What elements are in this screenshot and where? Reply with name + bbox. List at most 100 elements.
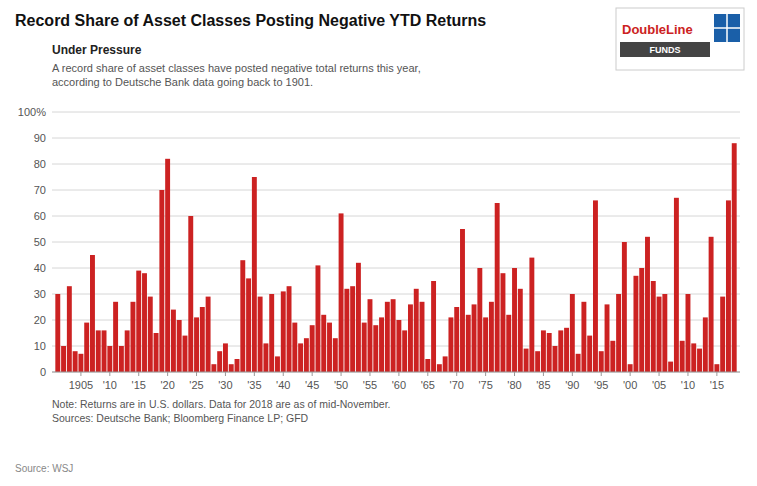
x-tick bbox=[398, 372, 399, 376]
bar bbox=[599, 351, 604, 372]
bar bbox=[200, 307, 205, 372]
bar bbox=[477, 268, 482, 372]
bar bbox=[414, 289, 419, 372]
bar bbox=[431, 281, 436, 372]
grid bbox=[52, 112, 740, 372]
x-tick bbox=[225, 372, 226, 376]
x-tick bbox=[283, 372, 284, 376]
bar bbox=[252, 177, 257, 372]
bar bbox=[680, 341, 685, 372]
bar bbox=[558, 330, 563, 372]
x-tick bbox=[543, 372, 544, 376]
x-tick-label: '35 bbox=[247, 379, 261, 391]
bar bbox=[657, 297, 662, 372]
bar bbox=[541, 330, 546, 372]
x-tick bbox=[601, 372, 602, 376]
bar bbox=[396, 320, 401, 372]
logo-subtext: FUNDS bbox=[650, 45, 681, 55]
bar bbox=[454, 307, 459, 372]
grid-line bbox=[52, 242, 740, 243]
logo-box bbox=[616, 8, 744, 70]
bar bbox=[547, 333, 552, 372]
bar bbox=[553, 346, 558, 372]
bar bbox=[633, 276, 638, 372]
bar bbox=[518, 289, 523, 372]
x-tick bbox=[109, 372, 110, 376]
bar bbox=[281, 291, 286, 372]
y-tick-label: 50 bbox=[34, 236, 46, 248]
bar bbox=[391, 299, 396, 372]
x-tick-label: '15 bbox=[710, 379, 724, 391]
x-tick bbox=[716, 372, 717, 376]
x-tick-label: '60 bbox=[392, 379, 406, 391]
bar bbox=[154, 333, 159, 372]
logo-bar bbox=[620, 42, 710, 57]
bar bbox=[107, 346, 112, 372]
y-tick-label: 70 bbox=[34, 184, 46, 196]
bar bbox=[136, 271, 141, 372]
bar bbox=[639, 268, 644, 372]
bar bbox=[119, 346, 124, 372]
x-tick bbox=[341, 372, 342, 376]
bar bbox=[483, 317, 488, 372]
bar bbox=[263, 343, 268, 372]
bar bbox=[344, 289, 349, 372]
grid-line bbox=[52, 164, 740, 165]
x-tick-label: '30 bbox=[218, 379, 232, 391]
bar bbox=[304, 338, 309, 372]
x-tick-label: '15 bbox=[132, 379, 146, 391]
bar bbox=[67, 286, 72, 372]
bar bbox=[402, 330, 407, 372]
bar bbox=[292, 323, 297, 372]
subtitle: Under Pressure bbox=[52, 43, 142, 57]
x-tick bbox=[572, 372, 573, 376]
bar bbox=[726, 200, 731, 372]
bar bbox=[142, 273, 147, 372]
bar bbox=[246, 278, 251, 372]
x-tick-label: '95 bbox=[594, 379, 608, 391]
bar bbox=[310, 325, 315, 372]
bar bbox=[610, 341, 615, 372]
bar bbox=[489, 302, 494, 372]
bar bbox=[275, 356, 280, 372]
bar bbox=[368, 299, 373, 372]
x-tick-label: '55 bbox=[363, 379, 377, 391]
bar bbox=[506, 315, 511, 372]
bar bbox=[437, 364, 442, 372]
title: Record Share of Asset Classes Posting Ne… bbox=[15, 12, 486, 29]
logo: DoubleLineFUNDS bbox=[616, 8, 744, 70]
bar bbox=[159, 190, 164, 372]
bar bbox=[605, 304, 610, 372]
x-tick-label: '90 bbox=[565, 379, 579, 391]
grid-line bbox=[52, 372, 740, 373]
bar bbox=[84, 323, 89, 372]
bar bbox=[564, 328, 569, 372]
description: A record share of asset classes have pos… bbox=[52, 62, 421, 88]
bar bbox=[709, 237, 714, 372]
text-line: Sources: Deutsche Bank; Bloomberg Financ… bbox=[52, 412, 309, 424]
bar bbox=[102, 330, 107, 372]
bar bbox=[720, 297, 725, 372]
x-tick-label: '50 bbox=[334, 379, 348, 391]
x-tick-label: '80 bbox=[507, 379, 521, 391]
y-tick-label: 20 bbox=[34, 314, 46, 326]
bar bbox=[616, 294, 621, 372]
bars bbox=[55, 143, 736, 372]
bar bbox=[420, 302, 425, 372]
y-tick-label: 60 bbox=[34, 210, 46, 222]
bar bbox=[130, 302, 135, 372]
bar bbox=[732, 143, 737, 372]
x-tick bbox=[312, 372, 313, 376]
bar bbox=[622, 242, 627, 372]
bar bbox=[287, 286, 292, 372]
bar bbox=[350, 286, 355, 372]
bar bbox=[535, 351, 540, 372]
y-tick-label: 80 bbox=[34, 158, 46, 170]
bar bbox=[78, 354, 83, 372]
x-tick-label: '05 bbox=[652, 379, 666, 391]
bar bbox=[339, 213, 344, 372]
bar bbox=[385, 302, 390, 372]
x-tick bbox=[514, 372, 515, 376]
bar bbox=[240, 260, 245, 372]
bar bbox=[211, 364, 216, 372]
